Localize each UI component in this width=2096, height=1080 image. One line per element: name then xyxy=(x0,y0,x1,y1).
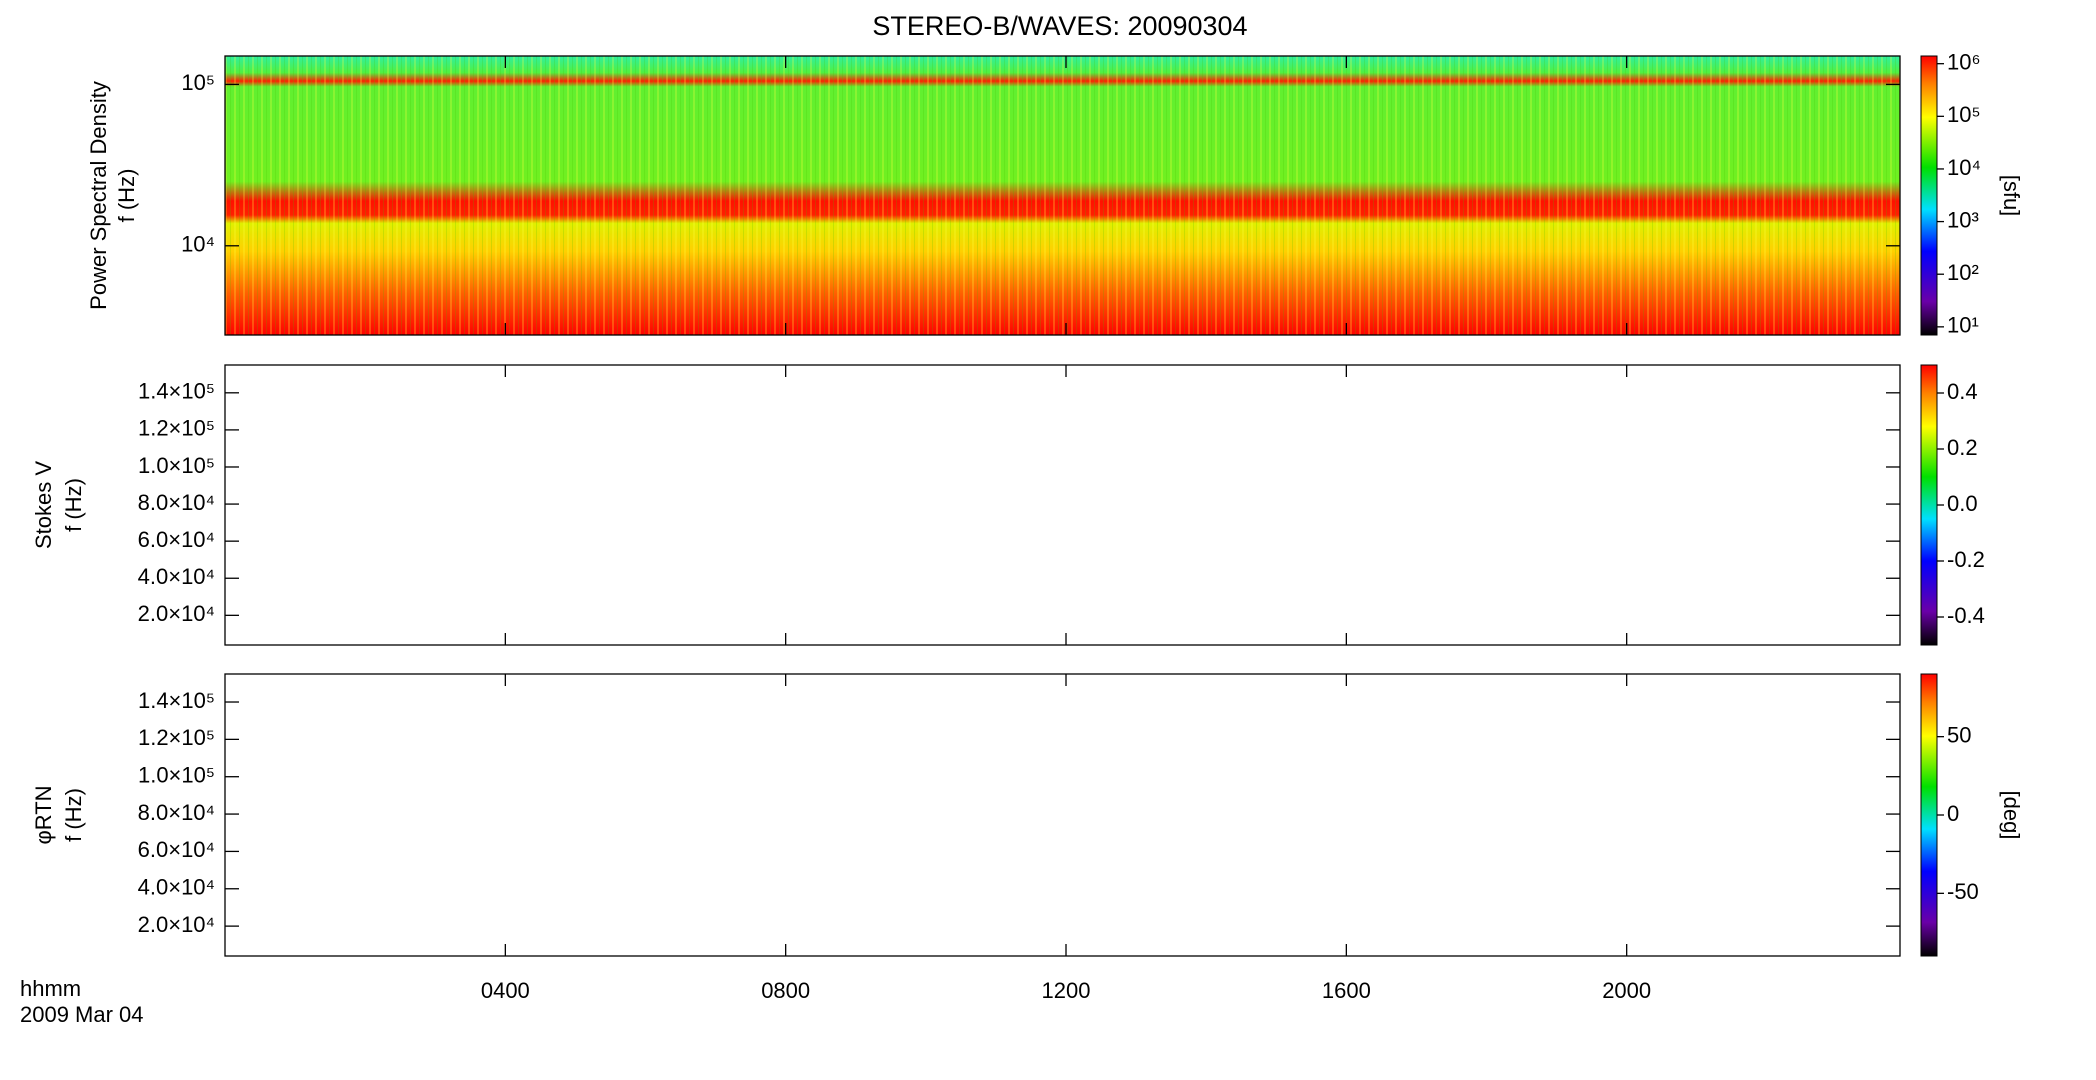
y-tick-label: 2.0×10⁴ xyxy=(138,601,215,626)
y-tick-label: 10⁴ xyxy=(181,232,215,257)
chart-title: STEREO-B/WAVES: 20090304 xyxy=(872,11,1247,41)
y-axis-unit: f (Hz) xyxy=(114,169,139,223)
y-tick-label: 6.0×10⁴ xyxy=(138,837,215,862)
colorbar xyxy=(1920,673,1938,957)
y-axis-label: φRTN xyxy=(31,785,56,844)
colorbar-tick-label: -50 xyxy=(1947,879,1979,904)
colorbar-tick-label: 10² xyxy=(1947,260,1979,285)
colorbar-tick-label: 10⁴ xyxy=(1947,155,1981,180)
y-axis-unit: f (Hz) xyxy=(61,788,86,842)
colorbar-tick-label: 50 xyxy=(1947,722,1971,747)
y-tick-label: 8.0×10⁴ xyxy=(138,800,215,825)
y-tick-label: 1.0×10⁵ xyxy=(138,453,215,478)
colorbar xyxy=(1920,364,1938,646)
colorbar-tick-label: 10⁶ xyxy=(1947,50,1981,75)
colorbar-label: [sfu] xyxy=(1999,175,2024,217)
colorbar-tick-label: 0 xyxy=(1947,801,1959,826)
colorbar-tick-label: 10⁵ xyxy=(1947,102,1981,127)
x-tick-label: 0400 xyxy=(481,978,530,1003)
colorbar-label: [deg] xyxy=(1999,791,2024,840)
y-tick-label: 1.2×10⁵ xyxy=(138,725,215,750)
plot-frame xyxy=(224,673,1901,957)
plot-frame xyxy=(224,364,1901,646)
y-tick-label: 4.0×10⁴ xyxy=(138,875,215,900)
y-axis-label: Power Spectral Density xyxy=(86,81,111,310)
y-tick-label: 10⁵ xyxy=(181,70,215,95)
colorbar-tick-label: 0.4 xyxy=(1947,379,1978,404)
x-tick-label: 1600 xyxy=(1322,978,1371,1003)
y-tick-label: 1.2×10⁵ xyxy=(138,416,215,441)
colorbar-tick-label: 0.0 xyxy=(1947,491,1978,516)
colorbar-tick-label: -0.4 xyxy=(1947,603,1985,628)
x-axis-label: hhmm xyxy=(20,976,81,1001)
colorbar-tick-label: 10³ xyxy=(1947,207,1979,232)
y-tick-label: 8.0×10⁴ xyxy=(138,490,215,515)
spectrogram-texture xyxy=(225,56,1900,335)
y-tick-label: 1.4×10⁵ xyxy=(138,688,215,713)
colorbar-tick-label: -0.2 xyxy=(1947,547,1985,572)
colorbar-tick-label: 10¹ xyxy=(1947,313,1979,338)
y-tick-label: 1.4×10⁵ xyxy=(138,379,215,404)
y-tick-label: 1.0×10⁵ xyxy=(138,763,215,788)
x-tick-label: 2000 xyxy=(1602,978,1651,1003)
y-tick-label: 2.0×10⁴ xyxy=(138,912,215,937)
colorbar xyxy=(1920,55,1938,336)
colorbar-tick-label: 0.2 xyxy=(1947,435,1978,460)
date-label: 2009 Mar 04 xyxy=(20,1002,144,1027)
y-axis-unit: f (Hz) xyxy=(61,478,86,532)
y-tick-label: 6.0×10⁴ xyxy=(138,527,215,552)
y-tick-label: 4.0×10⁴ xyxy=(138,564,215,589)
x-tick-label: 1200 xyxy=(1042,978,1091,1003)
plot-frame xyxy=(224,55,1901,336)
y-axis-label: Stokes V xyxy=(31,461,56,549)
x-tick-label: 0800 xyxy=(761,978,810,1003)
